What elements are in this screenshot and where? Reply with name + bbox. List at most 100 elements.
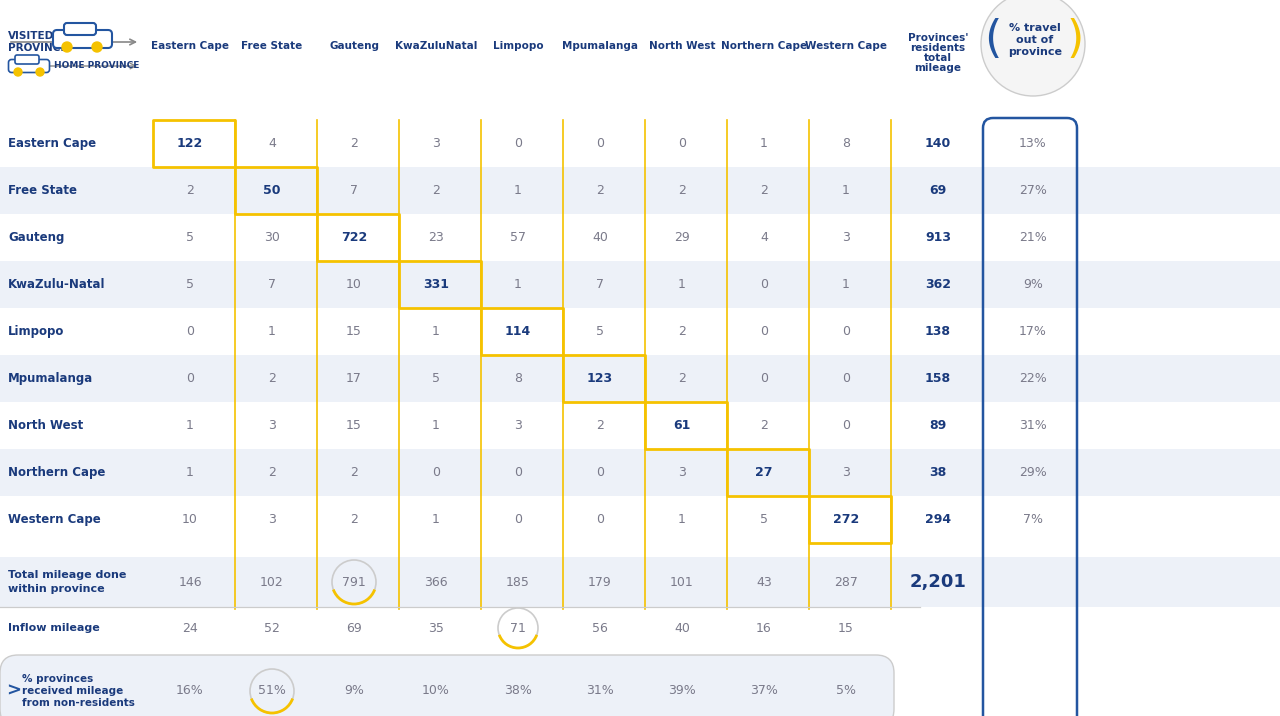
Text: 140: 140 [925, 137, 951, 150]
Text: 17: 17 [346, 372, 362, 385]
Text: 89: 89 [929, 419, 947, 432]
Text: 29%: 29% [1019, 466, 1047, 479]
Text: mileage: mileage [914, 63, 961, 73]
Text: 2: 2 [678, 325, 686, 338]
Text: 0: 0 [596, 466, 604, 479]
Text: 185: 185 [506, 576, 530, 589]
Text: within province: within province [8, 584, 105, 594]
Text: 0: 0 [842, 372, 850, 385]
Text: 57: 57 [509, 231, 526, 244]
Text: 294: 294 [925, 513, 951, 526]
FancyBboxPatch shape [15, 55, 38, 64]
Text: residents: residents [910, 43, 965, 53]
Text: 15: 15 [838, 621, 854, 634]
Text: 5: 5 [433, 372, 440, 385]
Text: 362: 362 [925, 278, 951, 291]
Text: 2: 2 [596, 419, 604, 432]
Text: 2: 2 [349, 466, 358, 479]
Text: 5: 5 [760, 513, 768, 526]
Text: 4: 4 [268, 137, 276, 150]
FancyBboxPatch shape [9, 59, 50, 72]
Text: 24: 24 [182, 621, 198, 634]
Text: 1: 1 [268, 325, 276, 338]
Bar [0, 496, 1280, 543]
Text: 366: 366 [424, 576, 448, 589]
Text: Free State: Free State [8, 184, 77, 197]
Text: 10: 10 [182, 513, 198, 526]
Text: 10%: 10% [422, 684, 451, 697]
Text: 331: 331 [422, 278, 449, 291]
Text: 37%: 37% [750, 684, 778, 697]
Text: % travel: % travel [1009, 23, 1061, 33]
Text: 5: 5 [596, 325, 604, 338]
Text: KwaZuluNatal: KwaZuluNatal [394, 41, 477, 51]
Text: 71: 71 [509, 621, 526, 634]
Text: 1: 1 [515, 278, 522, 291]
Text: 2: 2 [678, 184, 686, 197]
Text: 0: 0 [186, 372, 195, 385]
Text: 22%: 22% [1019, 372, 1047, 385]
Text: 3: 3 [515, 419, 522, 432]
Text: Inflow mileage: Inflow mileage [8, 623, 100, 633]
Text: Limpopo: Limpopo [8, 325, 64, 338]
Text: ): ) [1066, 19, 1084, 62]
Text: 2: 2 [760, 419, 768, 432]
Text: VISITED: VISITED [8, 31, 54, 41]
Text: 3: 3 [268, 419, 276, 432]
Text: 1: 1 [678, 513, 686, 526]
Text: 43: 43 [756, 576, 772, 589]
Text: 15: 15 [346, 325, 362, 338]
Text: 27%: 27% [1019, 184, 1047, 197]
Text: >: > [6, 682, 20, 700]
Text: 9%: 9% [1023, 278, 1043, 291]
Text: 179: 179 [588, 576, 612, 589]
Bar [0, 214, 1280, 261]
Text: Western Cape: Western Cape [805, 41, 887, 51]
Text: Provinces': Provinces' [908, 33, 968, 43]
FancyBboxPatch shape [0, 655, 893, 716]
Text: 158: 158 [925, 372, 951, 385]
Text: 101: 101 [671, 576, 694, 589]
Text: 16%: 16% [177, 684, 204, 697]
Bar [0, 120, 1280, 167]
Text: 3: 3 [678, 466, 686, 479]
Text: Gauteng: Gauteng [329, 41, 379, 51]
Text: 138: 138 [925, 325, 951, 338]
Text: 1: 1 [760, 137, 768, 150]
Text: 0: 0 [596, 137, 604, 150]
Text: 0: 0 [760, 325, 768, 338]
Bar [0, 449, 1280, 496]
Text: 102: 102 [260, 576, 284, 589]
Text: 9%: 9% [344, 684, 364, 697]
Bar [0, 607, 1280, 649]
Text: % provinces: % provinces [22, 674, 93, 684]
Text: 1: 1 [433, 325, 440, 338]
Text: 61: 61 [673, 419, 691, 432]
Text: 40: 40 [593, 231, 608, 244]
Text: Total mileage done: Total mileage done [8, 570, 127, 580]
Text: Northern Cape: Northern Cape [8, 466, 105, 479]
Text: 7%: 7% [1023, 513, 1043, 526]
Text: 146: 146 [178, 576, 202, 589]
Text: 39%: 39% [668, 684, 696, 697]
Text: 1: 1 [433, 419, 440, 432]
Text: HOME PROVINCE: HOME PROVINCE [54, 62, 140, 70]
Text: 0: 0 [760, 372, 768, 385]
Text: 1: 1 [186, 419, 195, 432]
FancyBboxPatch shape [64, 23, 96, 35]
Text: 38: 38 [929, 466, 947, 479]
Text: 31%: 31% [586, 684, 614, 697]
Bar [0, 355, 1280, 402]
Bar [0, 308, 1280, 355]
Text: 8: 8 [515, 372, 522, 385]
Text: Gauteng: Gauteng [8, 231, 64, 244]
Text: 1: 1 [433, 513, 440, 526]
Text: 21%: 21% [1019, 231, 1047, 244]
Text: 40: 40 [675, 621, 690, 634]
Text: 1: 1 [515, 184, 522, 197]
Text: 2: 2 [596, 184, 604, 197]
Text: from non-residents: from non-residents [22, 698, 134, 708]
Text: 30: 30 [264, 231, 280, 244]
Text: 0: 0 [433, 466, 440, 479]
Text: KwaZulu-Natal: KwaZulu-Natal [8, 278, 105, 291]
